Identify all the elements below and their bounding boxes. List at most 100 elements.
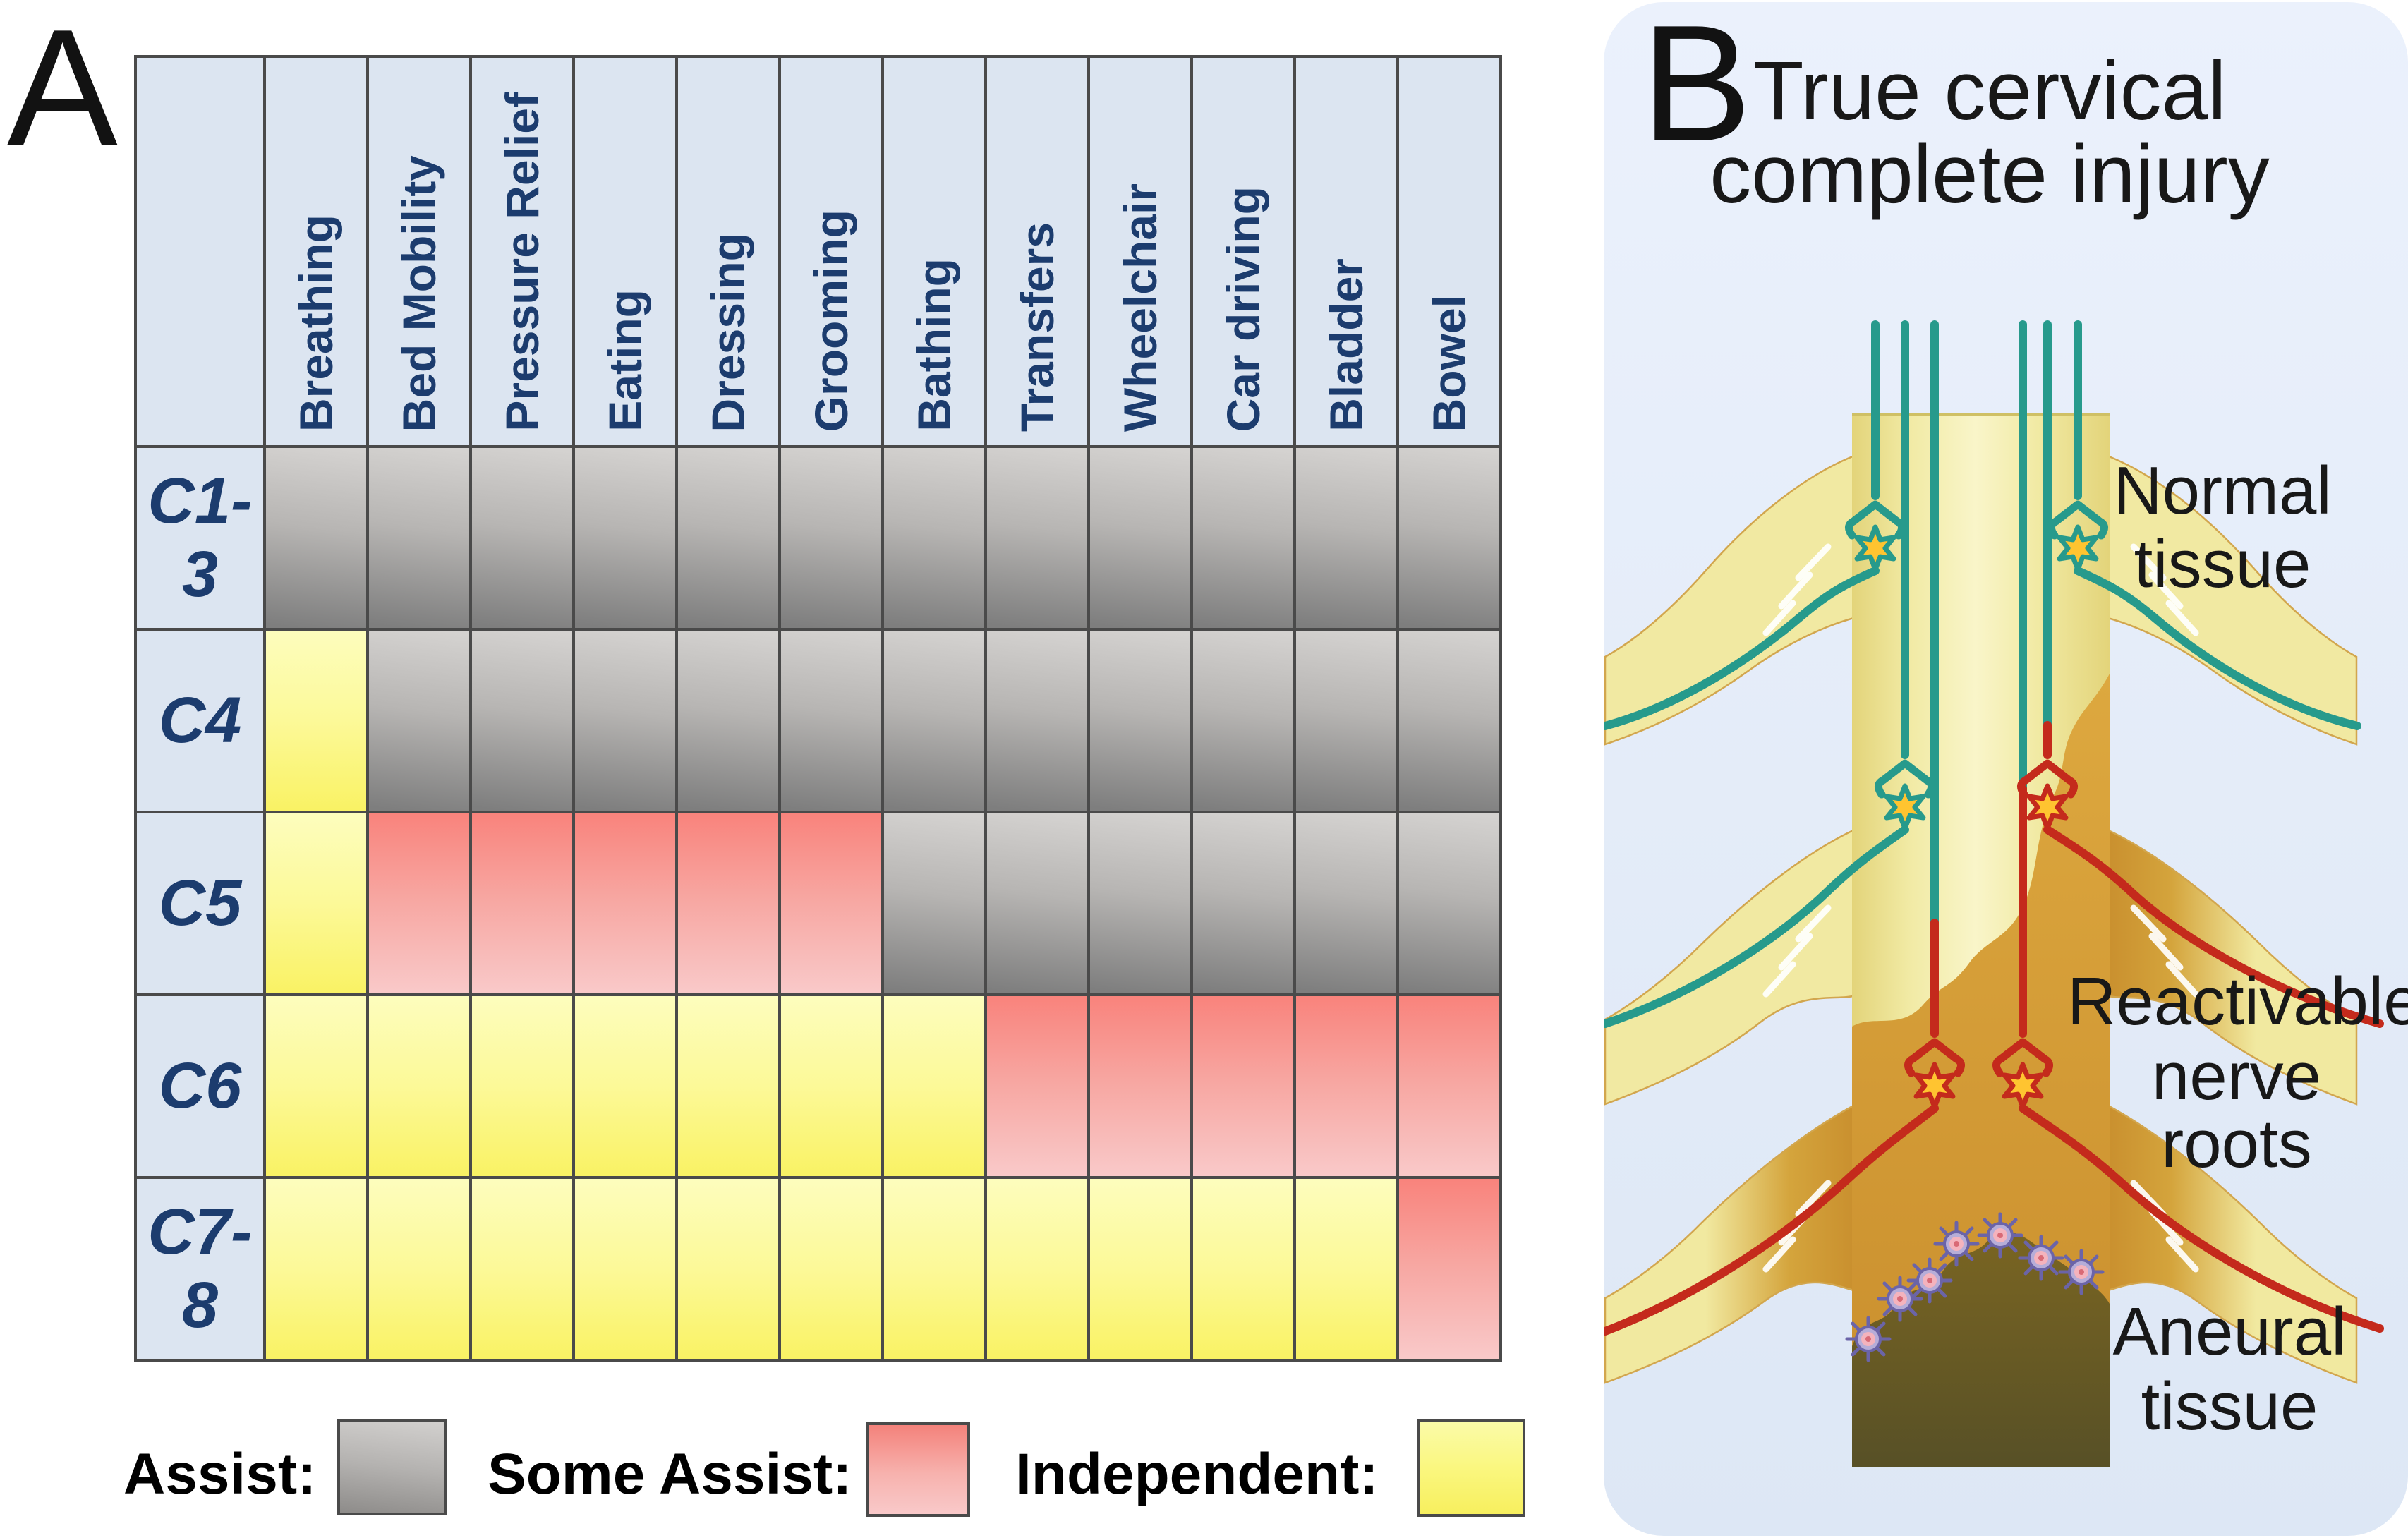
annotation-normal-tissue-line2: tissue: [2134, 526, 2311, 602]
cell-c7-8-bed-mobility-independent: [366, 1176, 472, 1362]
cell-c6-breathing-independent: [263, 993, 369, 1179]
reactivable-nerve-lines: [1604, 721, 2384, 1336]
normal-nerve-lines: [1604, 320, 2361, 1028]
column-header-label: Bathing: [908, 258, 960, 432]
cell-c4-grooming-assist: [778, 628, 884, 813]
row-label-c5: C5: [134, 811, 266, 996]
aneural-region: [1852, 1231, 2110, 1467]
table-row-c4: C4: [134, 628, 1502, 813]
cell-c1-3-bed-mobility-assist: [366, 445, 472, 631]
cell-c6-bladder-some_assist: [1293, 993, 1399, 1179]
cell-c4-dressing-assist: [675, 628, 781, 813]
column-header-label: Breathing: [290, 214, 342, 432]
column-header-eating: Eating: [572, 55, 678, 448]
legend-label-some-assist: Some Assist:: [488, 1442, 852, 1506]
column-header-bathing: Bathing: [881, 55, 987, 448]
cell-c5-bed-mobility-some_assist: [366, 811, 472, 996]
annotation-normal-tissue-line1: Normal: [2113, 453, 2332, 528]
legend-label-independent: Independent:: [1015, 1442, 1379, 1506]
cell-c4-car-driving-assist: [1190, 628, 1296, 813]
column-header-label: Dressing: [702, 232, 754, 432]
cell-c4-wheelchair-assist: [1087, 628, 1193, 813]
cell-c6-bowel-some_assist: [1396, 993, 1502, 1179]
panel-a-label: A: [7, 0, 118, 180]
header-row: Breathing Bed Mobility Pressure Relief Eati…: [134, 55, 1502, 448]
column-header-bowel: Bowel: [1396, 55, 1502, 448]
cell-c7-8-breathing-independent: [263, 1176, 369, 1362]
cell-c7-8-car-driving-independent: [1190, 1176, 1296, 1362]
cell-c6-bed-mobility-independent: [366, 993, 472, 1179]
cell-c5-dressing-some_assist: [675, 811, 781, 996]
column-header-label: Bowel: [1423, 294, 1475, 432]
spinal-cord-illustration: [1604, 2, 2408, 1536]
cell-c6-bathing-independent: [881, 993, 987, 1179]
row-label-c4: C4: [134, 628, 266, 813]
cell-c1-3-car-driving-assist: [1190, 445, 1296, 631]
cell-c6-dressing-independent: [675, 993, 781, 1179]
column-header-label: Bed Mobility: [393, 155, 445, 432]
column-header-label: Eating: [599, 289, 651, 432]
cell-c5-grooming-some_assist: [778, 811, 884, 996]
cell-c7-8-bowel-some_assist: [1396, 1176, 1502, 1362]
panel-b-title-line2: complete injury: [1710, 128, 2270, 221]
column-header-pressure-relief: Pressure Relief: [469, 55, 575, 448]
cell-c1-3-wheelchair-assist: [1087, 445, 1193, 631]
cell-c4-transfers-assist: [984, 628, 1090, 813]
cell-c1-3-eating-assist: [572, 445, 678, 631]
cell-c1-3-bowel-assist: [1396, 445, 1502, 631]
column-header-label: Pressure Relief: [496, 92, 548, 432]
table-row-c1-3: C1- 3: [134, 445, 1502, 631]
annotation-reactivable-line2: nerve roots: [2151, 1039, 2322, 1182]
column-header-breathing: Breathing: [263, 55, 369, 448]
column-header-label: Bladder: [1320, 258, 1372, 432]
cell-c4-bowel-assist: [1396, 628, 1502, 813]
column-header-label: Wheelchair: [1114, 183, 1166, 432]
column-header-bed-mobility: Bed Mobility: [366, 55, 472, 448]
cell-c1-3-breathing-assist: [263, 445, 369, 631]
annotation-reactivable-line1: Reactivable: [2067, 964, 2408, 1039]
cell-c7-8-wheelchair-independent: [1087, 1176, 1193, 1362]
cell-c5-pressure-relief-some_assist: [469, 811, 575, 996]
legend-swatch-assist: [337, 1419, 447, 1515]
cell-c1-3-bladder-assist: [1293, 445, 1399, 631]
cell-c6-wheelchair-some_assist: [1087, 993, 1193, 1179]
cell-c4-bed-mobility-assist: [366, 628, 472, 813]
cell-c1-3-transfers-assist: [984, 445, 1090, 631]
cell-c6-grooming-independent: [778, 993, 884, 1179]
cell-c7-8-bladder-independent: [1293, 1176, 1399, 1362]
legend-swatch-some-assist: [866, 1422, 970, 1517]
cell-c7-8-grooming-independent: [778, 1176, 884, 1362]
cell-c7-8-bathing-independent: [881, 1176, 987, 1362]
cell-c5-wheelchair-assist: [1087, 811, 1193, 996]
cell-c1-3-grooming-assist: [778, 445, 884, 631]
annotation-aneural-line2: tissue: [2141, 1369, 2318, 1444]
table-corner-cell: [134, 55, 266, 448]
column-header-car-driving: Car driving: [1190, 55, 1296, 448]
cell-c7-8-dressing-independent: [675, 1176, 781, 1362]
column-header-transfers: Transfers: [984, 55, 1090, 448]
cell-c1-3-bathing-assist: [881, 445, 987, 631]
column-header-wheelchair: Wheelchair: [1087, 55, 1193, 448]
column-header-label: Transfers: [1011, 222, 1063, 432]
cell-c5-transfers-assist: [984, 811, 1090, 996]
cell-c5-eating-some_assist: [572, 811, 678, 996]
row-label-c7-8: C7- 8: [134, 1176, 266, 1362]
cell-c6-pressure-relief-independent: [469, 993, 575, 1179]
panel-b-title-line1: True cervical: [1753, 44, 2227, 138]
cell-c5-bowel-assist: [1396, 811, 1502, 996]
cell-c4-breathing-independent: [263, 628, 369, 813]
cell-c7-8-pressure-relief-independent: [469, 1176, 575, 1362]
row-label-c6: C6: [134, 993, 266, 1179]
panel-b-label: B: [1641, 0, 1752, 176]
table-row-c6: C6: [134, 993, 1502, 1179]
table-row-c5: C5: [134, 811, 1502, 996]
column-header-bladder: Bladder: [1293, 55, 1399, 448]
column-header-grooming: Grooming: [778, 55, 884, 448]
cell-c4-pressure-relief-assist: [469, 628, 575, 813]
column-header-label: Grooming: [805, 209, 857, 432]
cell-c6-car-driving-some_assist: [1190, 993, 1296, 1179]
ability-matrix-table: Breathing Bed Mobility Pressure Relief Eati…: [134, 55, 1502, 1362]
cell-c5-bathing-assist: [881, 811, 987, 996]
cell-c5-car-driving-assist: [1190, 811, 1296, 996]
column-header-dressing: Dressing: [675, 55, 781, 448]
